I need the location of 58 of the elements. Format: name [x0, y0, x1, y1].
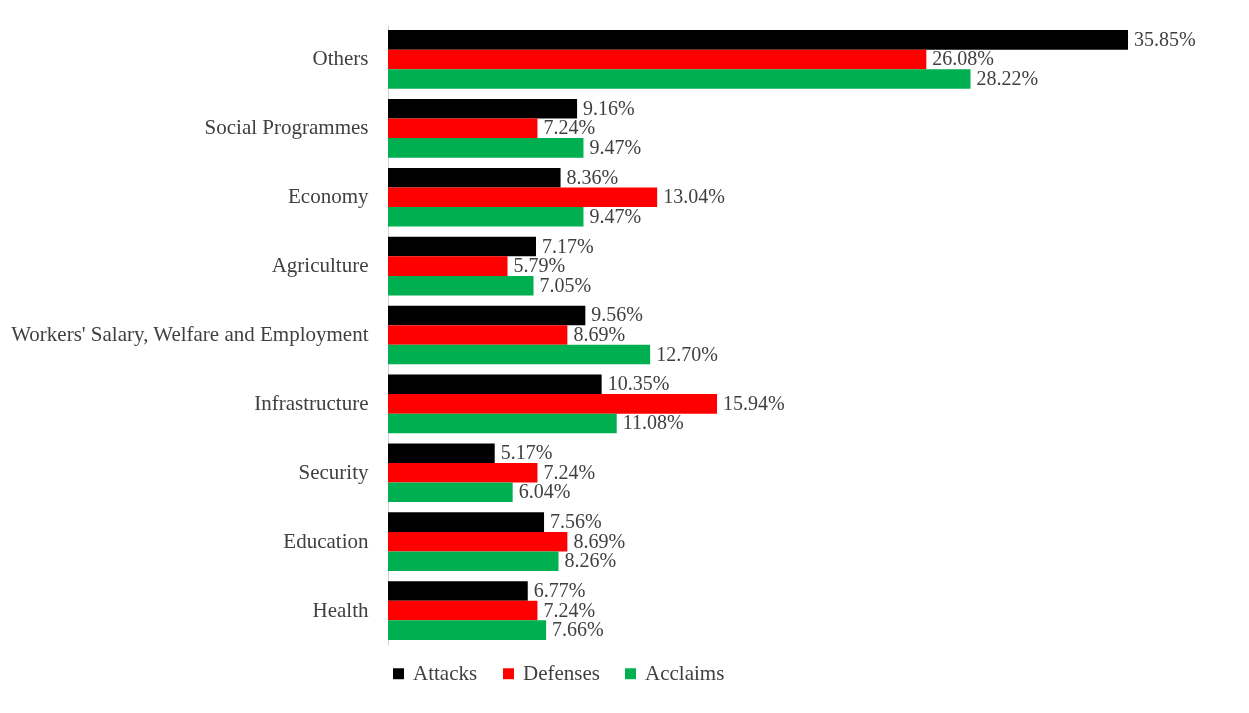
bar	[388, 531, 568, 552]
data-label: 9.16%	[583, 96, 635, 119]
bar	[388, 99, 578, 119]
bar	[388, 236, 536, 257]
bar	[388, 463, 538, 483]
data-label: 8.26%	[564, 549, 617, 572]
data-label: 8.36%	[566, 165, 619, 188]
data-label: 13.04%	[663, 185, 725, 208]
bar	[388, 344, 651, 365]
bar	[388, 207, 584, 227]
bar	[388, 325, 568, 345]
bar	[388, 118, 538, 139]
data-label: 35.85%	[1134, 27, 1196, 50]
bar	[388, 49, 927, 70]
data-label: 15.94%	[723, 391, 785, 414]
data-label: 7.24%	[543, 598, 596, 621]
bar	[388, 275, 534, 296]
bar	[388, 581, 528, 601]
y-tick-label: Others	[312, 46, 369, 71]
bar	[388, 394, 718, 414]
y-tick-label: Economy	[288, 184, 369, 209]
legend-label: Acclaims	[645, 660, 725, 685]
data-label: 8.69%	[573, 323, 626, 345]
bar	[388, 374, 602, 395]
bar	[388, 413, 617, 434]
y-tick-label: Education	[283, 528, 369, 553]
bar	[388, 620, 547, 640]
data-label: 26.08%	[932, 47, 994, 70]
data-label: 6.77%	[533, 579, 586, 601]
y-tick-label: Social Programmes	[204, 115, 369, 140]
bar	[388, 551, 559, 571]
data-label: 7.17%	[542, 234, 594, 257]
data-label: 11.08%	[622, 411, 684, 434]
bar	[388, 69, 971, 89]
legend-label: Attacks	[413, 660, 478, 685]
bar	[388, 443, 495, 463]
data-label: 7.66%	[552, 618, 604, 641]
bar	[388, 138, 584, 158]
data-label: 12.70%	[656, 342, 718, 365]
bar	[388, 167, 561, 188]
data-label: 9.47%	[589, 204, 642, 227]
bar	[388, 305, 586, 326]
y-tick-label: Security	[298, 459, 369, 484]
bar	[388, 256, 508, 276]
bar	[388, 30, 1128, 50]
data-label: 28.22%	[976, 67, 1039, 89]
legend-label: Defenses	[523, 660, 600, 685]
y-tick-label: Infrastructure	[254, 390, 369, 415]
bar	[388, 187, 658, 207]
data-label: 6.04%	[518, 480, 571, 503]
bar	[388, 482, 513, 503]
bar	[388, 600, 538, 621]
y-tick-label: Health	[312, 597, 369, 622]
data-label: 10.35%	[607, 372, 670, 395]
data-label: 9.56%	[591, 303, 644, 326]
y-tick-label: Agriculture	[271, 253, 369, 278]
y-tick-label: Workers' Salary, Welfare and Employment	[11, 322, 369, 346]
bar	[388, 512, 545, 532]
